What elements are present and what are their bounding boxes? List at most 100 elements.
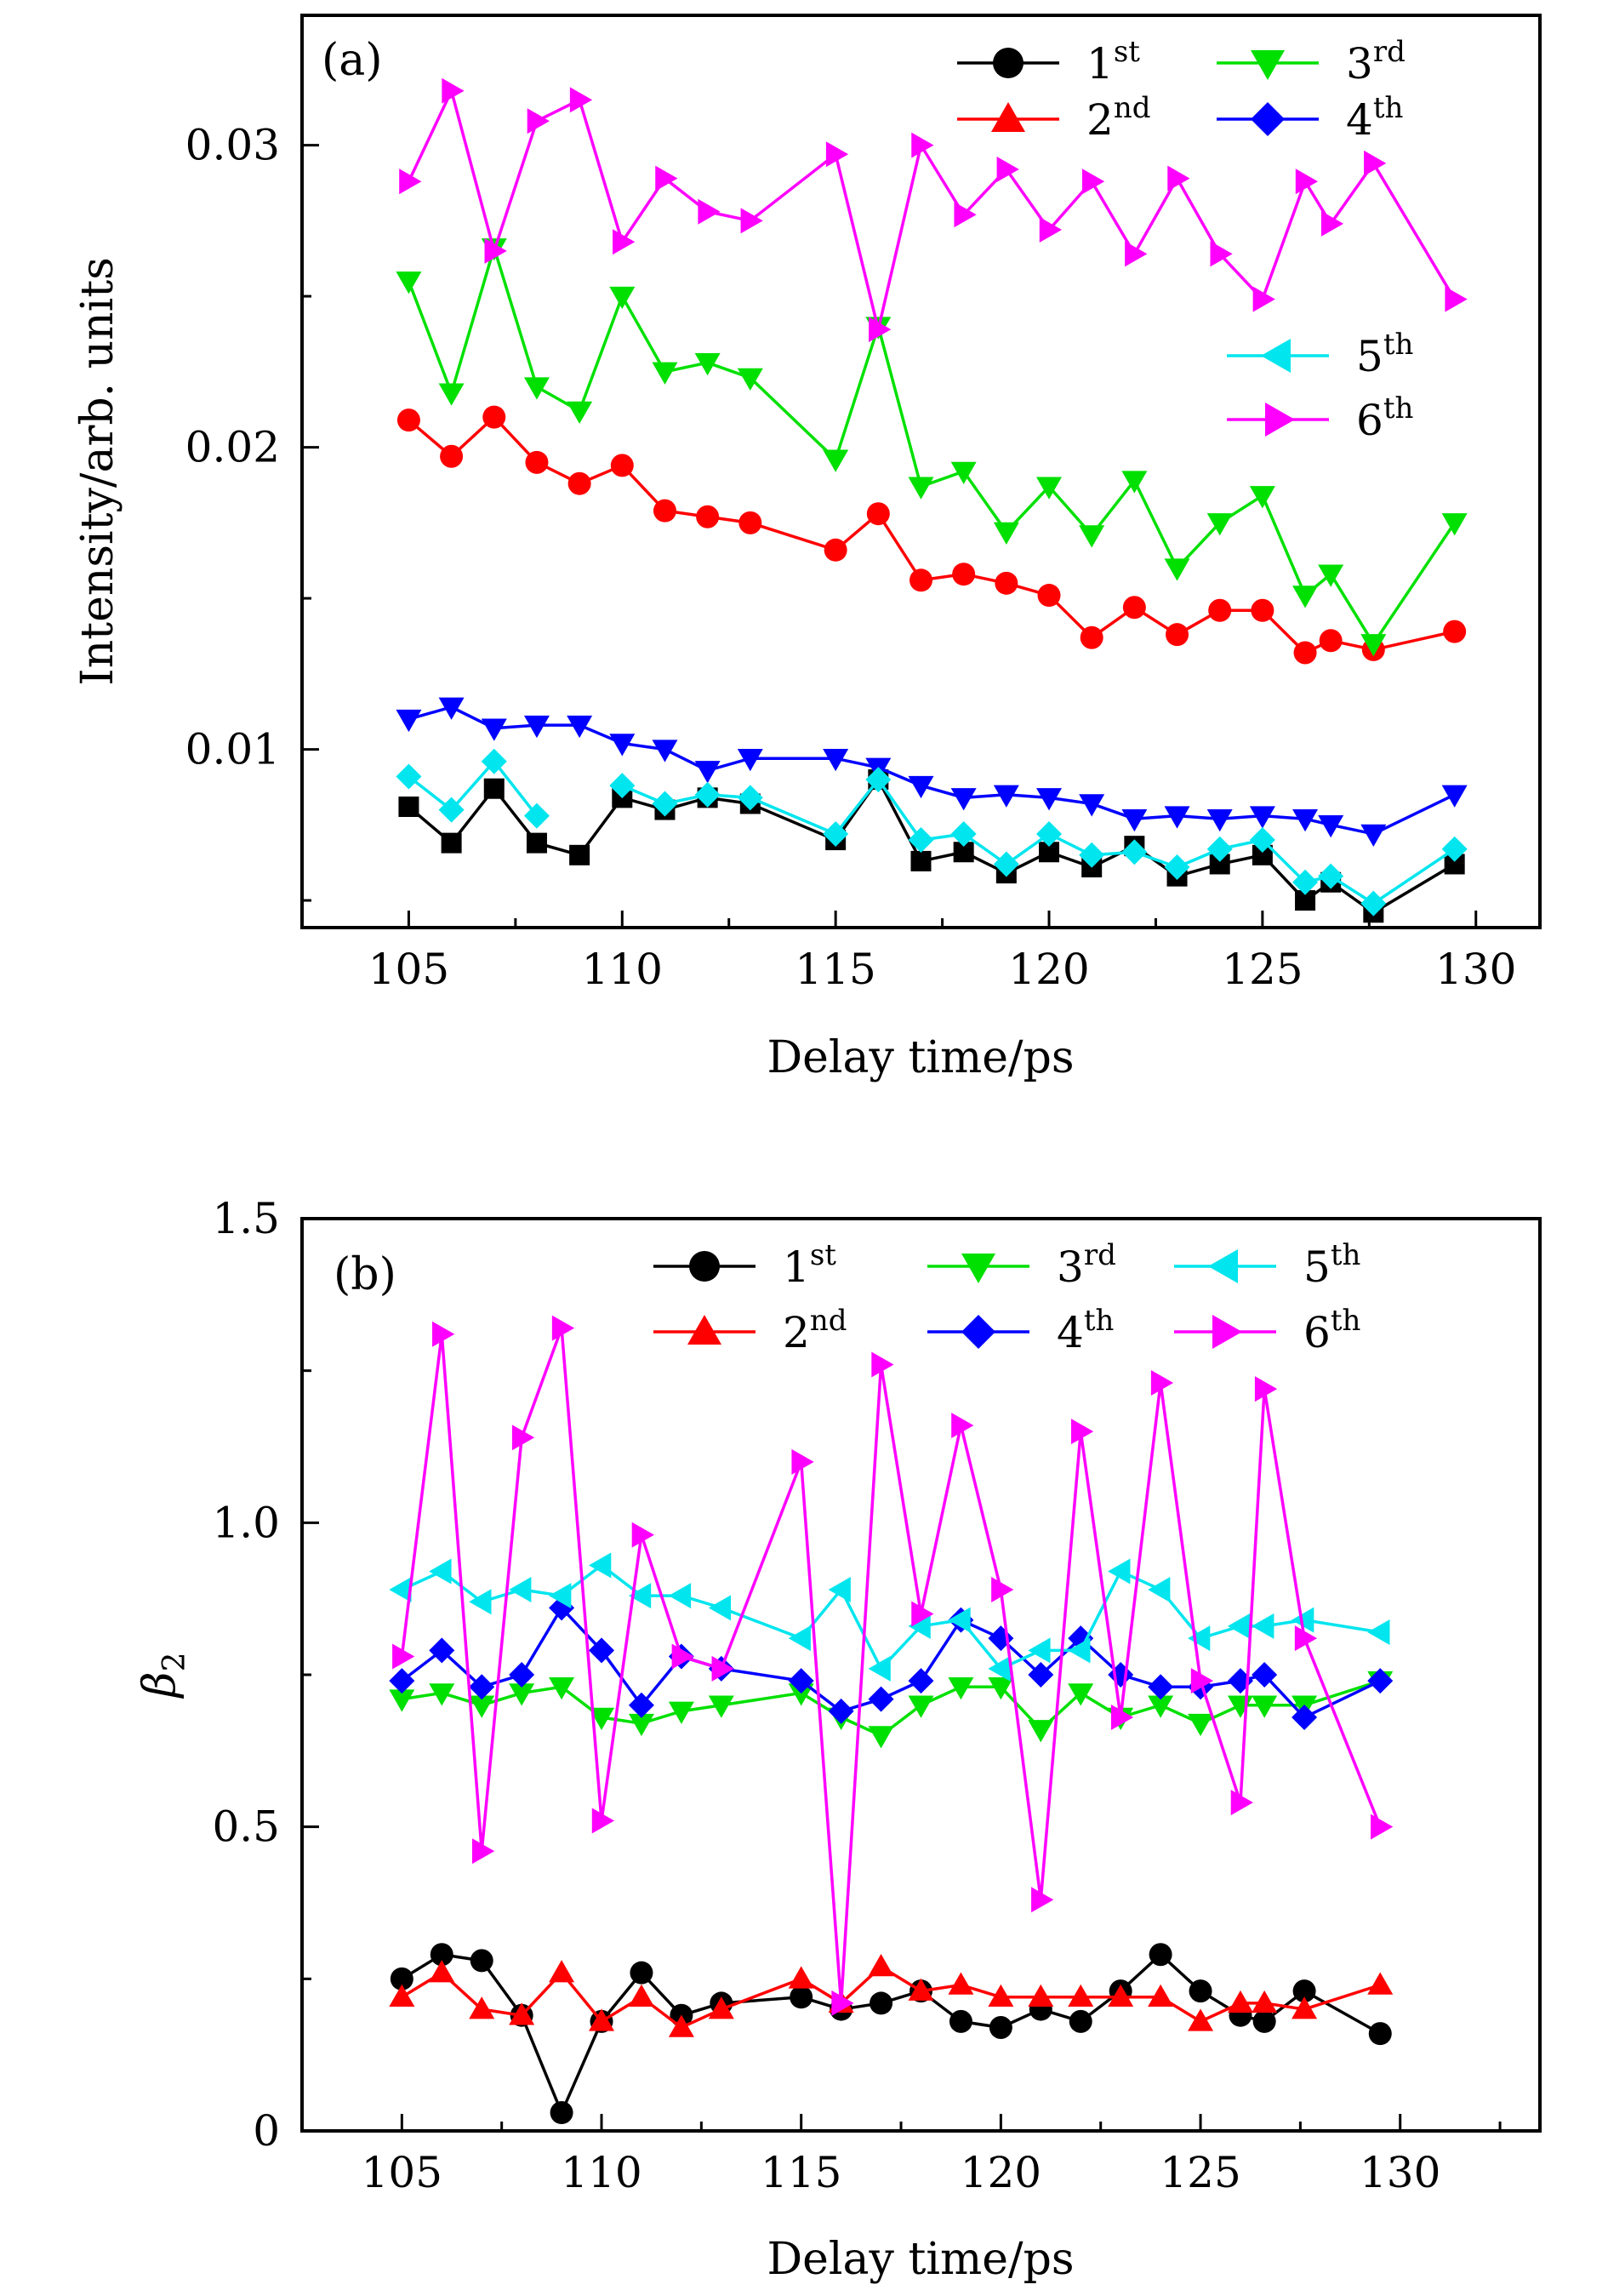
data-point — [1445, 286, 1468, 312]
data-point — [1252, 1613, 1274, 1639]
data-point — [1069, 2009, 1092, 2033]
data-point — [1081, 168, 1105, 195]
legend-label-sup: st — [810, 1238, 836, 1272]
data-point — [995, 571, 1018, 595]
data-point — [996, 157, 1019, 183]
data-point — [1036, 477, 1063, 500]
data-point — [865, 767, 892, 793]
data-point — [550, 2101, 573, 2125]
data-point — [392, 1643, 415, 1670]
data-point — [653, 499, 676, 523]
data-point — [1148, 1674, 1174, 1700]
data-point — [1318, 863, 1344, 889]
legend-label: 5th — [1356, 328, 1413, 381]
data-point — [1292, 808, 1319, 832]
data-point — [1079, 842, 1105, 868]
data-point — [484, 237, 507, 264]
legend-marker — [1251, 50, 1285, 80]
data-point — [569, 844, 590, 865]
data-point — [1164, 806, 1190, 829]
legend-label-sup: th — [1373, 91, 1404, 125]
data-point — [1188, 1713, 1214, 1737]
legend-label-sup: rd — [1373, 35, 1406, 69]
x-tick-label: 120 — [1008, 945, 1089, 994]
panel-label-a: (a) — [322, 35, 383, 86]
data-point — [589, 1552, 612, 1579]
data-point — [993, 851, 1019, 877]
data-point — [1079, 794, 1105, 817]
data-point — [1252, 1695, 1278, 1718]
data-point — [1036, 820, 1063, 847]
legend-label-base: 4 — [1346, 95, 1373, 145]
data-point — [1110, 1705, 1134, 1731]
data-point — [628, 1692, 654, 1718]
data-point — [1227, 1990, 1253, 2013]
data-point — [1206, 808, 1233, 832]
data-point — [911, 1601, 934, 1627]
data-point — [483, 778, 505, 799]
panel-b: (b) Delay time/ps β2 105 110 115 120 125 1300… — [134, 1194, 1542, 2285]
data-point — [481, 718, 507, 741]
legend-label-base: 3 — [1346, 39, 1373, 89]
data-point — [948, 1972, 974, 1995]
data-point — [1108, 1984, 1134, 2008]
data-point — [1149, 1943, 1172, 1967]
data-point — [1148, 1576, 1171, 1602]
data-point — [440, 444, 464, 468]
data-point — [610, 454, 634, 477]
data-point — [1360, 890, 1387, 917]
x-axis-label-b: Delay time/ps — [767, 2234, 1074, 2285]
data-point — [390, 1967, 413, 1990]
data-point — [740, 208, 763, 234]
data-point — [652, 740, 678, 762]
legend-marker — [1261, 339, 1291, 373]
data-point — [1254, 1376, 1278, 1402]
data-point — [399, 168, 422, 195]
data-point — [828, 1698, 854, 1724]
data-point — [523, 377, 550, 400]
legend-marker — [687, 1315, 721, 1345]
data-point — [1068, 1637, 1091, 1664]
legend-label: 1st — [783, 1238, 836, 1292]
data-point — [1441, 785, 1468, 808]
data-point — [1293, 641, 1317, 665]
data-point — [569, 87, 593, 113]
data-point — [589, 2008, 615, 2031]
x-tick-label: 130 — [1435, 945, 1516, 994]
legend-label-base: 6 — [1356, 396, 1383, 445]
data-point — [1166, 623, 1189, 647]
data-point — [788, 1625, 811, 1652]
data-point — [1252, 2009, 1276, 2033]
y-tick-label: 0.5 — [212, 1802, 280, 1852]
data-point — [989, 2016, 1012, 2040]
data-point — [868, 1726, 894, 1749]
legend-label-sup: th — [1383, 391, 1414, 426]
legend-label-base: 2 — [1086, 95, 1114, 145]
data-point — [868, 1954, 894, 1977]
data-point — [1360, 824, 1387, 847]
data-point — [429, 1960, 455, 1983]
x-tick-label: 110 — [561, 2148, 641, 2197]
data-point — [481, 748, 507, 774]
y-tick-label: 0.03 — [185, 121, 280, 170]
data-point — [1441, 836, 1468, 862]
data-point — [1292, 869, 1319, 895]
legend-marker — [961, 1254, 995, 1283]
data-point — [389, 1668, 415, 1694]
data-point — [609, 773, 636, 799]
data-point — [438, 383, 465, 406]
y-tick-label: 0.02 — [185, 423, 280, 472]
data-point — [429, 1637, 455, 1664]
data-point — [1367, 1619, 1390, 1645]
legend-marker — [961, 1315, 995, 1349]
legend-marker — [689, 1251, 720, 1282]
legend-label-sup: st — [1114, 35, 1140, 69]
legend-label: 4th — [1057, 1304, 1114, 1357]
data-point — [1028, 1662, 1054, 1688]
data-point — [711, 1655, 734, 1682]
plot-frame-a — [300, 14, 1542, 929]
data-point — [652, 362, 678, 385]
legend-label: 6th — [1356, 391, 1413, 445]
